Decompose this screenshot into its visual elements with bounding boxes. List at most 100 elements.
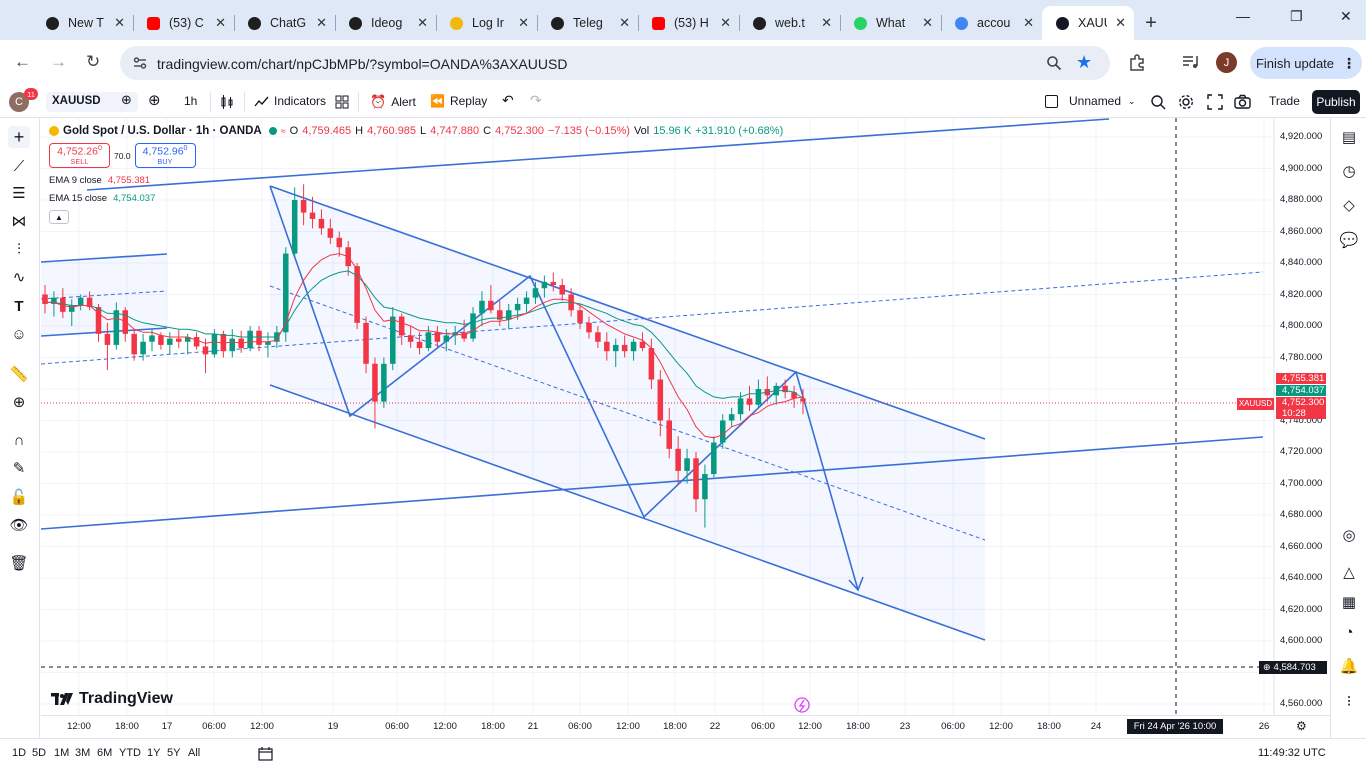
buy-button[interactable]: 4,752.960 BUY <box>134 143 196 168</box>
trend-line-icon[interactable]: ⟋ <box>13 157 25 175</box>
ideas-icon[interactable]: △ <box>1343 564 1355 581</box>
trash-icon[interactable]: 🗑 <box>9 555 29 572</box>
browser-tab[interactable]: accou ✕ <box>941 6 1042 40</box>
browser-tab[interactable]: What ✕ <box>840 6 941 40</box>
publish-button[interactable]: Publish <box>1312 90 1360 114</box>
tab-close-icon[interactable]: ✕ <box>821 15 832 30</box>
tab-close-icon[interactable]: ✕ <box>114 15 125 30</box>
fullscreen-icon[interactable] <box>1207 94 1223 110</box>
browser-tab[interactable]: Log Ir ✕ <box>436 6 537 40</box>
tab-close-icon[interactable]: ✕ <box>316 15 327 30</box>
crosshair-cursor-icon[interactable]: + <box>8 126 30 148</box>
site-settings-icon[interactable] <box>132 55 148 71</box>
layouts-grid-icon[interactable] <box>335 95 349 109</box>
range-button[interactable]: 1M <box>54 747 70 759</box>
settings-gear-icon[interactable] <box>1178 94 1194 110</box>
hotlist-icon[interactable]: ◎ <box>1342 527 1356 544</box>
range-button[interactable]: All <box>188 747 201 759</box>
ema9-legend[interactable]: EMA 9 close 4,755.381 <box>49 175 150 186</box>
tab-close-icon[interactable]: ✕ <box>1115 15 1126 30</box>
new-tab-button[interactable]: + <box>1145 11 1157 34</box>
extensions-icon[interactable] <box>1128 53 1146 71</box>
price-chart[interactable] <box>41 118 1330 738</box>
browser-tab[interactable]: Teleg ✕ <box>537 6 638 40</box>
profile-avatar[interactable]: J <box>1216 52 1237 73</box>
omnibox[interactable]: tradingview.com/chart/npCJbMPb/?symbol=O… <box>120 46 1110 80</box>
emoji-icon[interactable]: ☺ <box>11 325 27 343</box>
alerts-clock-icon[interactable]: ◷ <box>1342 163 1356 180</box>
symbol-search[interactable]: XAUUSD <box>46 92 138 112</box>
tab-close-icon[interactable]: ✕ <box>215 15 226 30</box>
date-range-calendar-icon[interactable] <box>258 746 274 762</box>
redo-icon[interactable]: ↷ <box>530 92 542 108</box>
ema15-legend[interactable]: EMA 15 close 4,754.037 <box>49 193 155 204</box>
lock-drawings-icon[interactable]: 🔓 <box>9 489 29 506</box>
finish-update-button[interactable]: Finish update ⋮ <box>1250 47 1362 79</box>
zoom-in-icon[interactable]: ⊕ <box>12 394 26 411</box>
plus-circle-icon[interactable]: ⊕ <box>1263 662 1271 672</box>
range-button[interactable]: 5D <box>32 747 47 759</box>
browser-tab[interactable]: Ideog ✕ <box>335 6 436 40</box>
tab-close-icon[interactable]: ✕ <box>417 15 428 30</box>
tab-close-icon[interactable]: ✕ <box>922 15 933 30</box>
quick-search-icon[interactable] <box>1150 94 1166 110</box>
screenshot-camera-icon[interactable] <box>1234 94 1251 110</box>
time-axis[interactable]: 12:00 18:00 17 06:00 12:00 19 06:00 12:00 18:00 2… <box>41 715 1330 738</box>
utc-clock[interactable]: 11:49:32 UTC <box>1258 747 1326 759</box>
chart-type-candles-icon[interactable] <box>220 95 234 109</box>
watchlist-icon[interactable]: ▤ <box>1341 129 1357 146</box>
media-controls-icon[interactable] <box>1182 54 1200 70</box>
close-window-icon[interactable]: ✕ <box>1340 8 1352 24</box>
browser-tab[interactable]: (53) C ✕ <box>133 6 234 40</box>
trade-button[interactable]: Trade <box>1269 94 1300 108</box>
legend-title[interactable]: Gold Spot / U.S. Dollar · 1h · OANDA <box>63 125 262 137</box>
layers-icon[interactable]: ◇ <box>1343 197 1355 214</box>
brush-tool-icon[interactable]: ∿ <box>12 269 26 286</box>
notifications-bell-icon[interactable]: 🔔 <box>1339 658 1359 675</box>
chart-pane[interactable]: Gold Spot / U.S. Dollar · 1h · OANDA ≈ O… <box>41 118 1330 738</box>
tab-close-icon[interactable]: ✕ <box>518 15 529 30</box>
browser-tab[interactable]: web.t ✕ <box>739 6 840 40</box>
screener-icon[interactable]: ◔ <box>1344 623 1354 641</box>
browser-tab[interactable]: New T ✕ <box>32 6 133 40</box>
hide-drawings-eye-icon[interactable]: 👁 <box>9 517 29 534</box>
range-button[interactable]: 1D <box>12 747 27 759</box>
browser-tab[interactable]: ChatG ✕ <box>234 6 335 40</box>
undo-icon[interactable]: ↶ <box>502 92 514 108</box>
ruler-icon[interactable]: 📏 <box>9 366 29 383</box>
bookmark-star-icon[interactable]: ★ <box>1076 52 1093 72</box>
sell-button[interactable]: 4,752.260 SELL <box>49 143 110 168</box>
back-icon[interactable]: ← <box>14 52 31 71</box>
zoom-icon[interactable] <box>1046 55 1062 71</box>
axis-settings-icon[interactable]: ⚙ <box>1296 719 1307 733</box>
interval-button[interactable]: 1h <box>184 94 198 108</box>
alert-button[interactable]: ⏰ Alert <box>370 94 416 110</box>
text-tool-icon[interactable]: T <box>14 297 24 315</box>
forecast-tool-icon[interactable]: ⫶ <box>17 240 21 258</box>
collapse-legend-button[interactable]: ▲ <box>49 210 69 224</box>
sync-checkbox[interactable] <box>1045 95 1058 108</box>
tab-close-icon[interactable]: ✕ <box>1023 15 1034 30</box>
chat-icon[interactable]: 💬 <box>1339 232 1359 249</box>
add-symbol-icon[interactable]: ⊕ <box>148 92 161 109</box>
magnet-icon[interactable]: ∩ <box>13 431 25 449</box>
fib-retracement-icon[interactable]: ☰ <box>12 185 26 202</box>
compare-icon[interactable]: ⊕ <box>121 92 132 107</box>
replay-button[interactable]: ⏪ Replay <box>430 94 487 108</box>
calendar-icon[interactable]: ▦ <box>1341 594 1357 611</box>
url-text[interactable]: tradingview.com/chart/npCJbMPb/?symbol=O… <box>157 56 568 72</box>
browser-tab[interactable]: XAUU ✕ <box>1042 6 1134 40</box>
indicators-button[interactable]: Indicators <box>254 94 326 108</box>
help-icon[interactable]: ⁝ <box>1346 693 1352 710</box>
range-button[interactable]: 1Y <box>147 747 161 759</box>
restore-icon[interactable]: ❐ <box>1290 8 1303 24</box>
forward-icon[interactable]: → <box>50 52 67 71</box>
keep-drawing-icon[interactable]: ✎ <box>12 460 26 477</box>
range-button[interactable]: YTD <box>119 747 141 759</box>
pattern-tool-icon[interactable]: ⋈ <box>11 213 27 230</box>
range-button[interactable]: 5Y <box>167 747 181 759</box>
minimize-icon[interactable]: — <box>1236 8 1250 24</box>
tab-close-icon[interactable]: ✕ <box>619 15 630 30</box>
range-button[interactable]: 3M <box>75 747 91 759</box>
range-button[interactable]: 6M <box>97 747 113 759</box>
